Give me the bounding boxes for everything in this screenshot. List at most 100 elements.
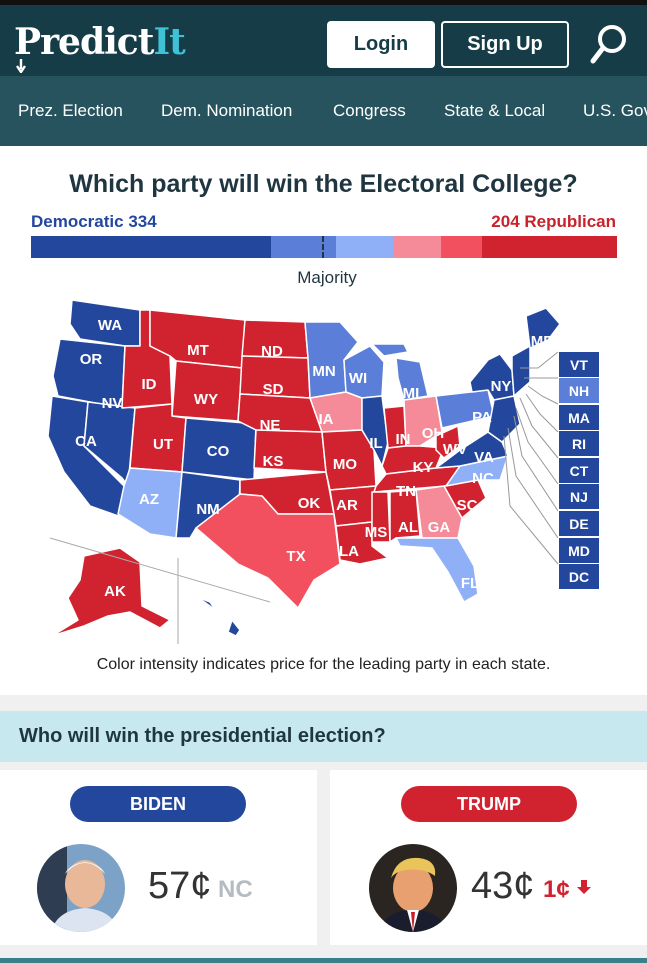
logo-arrow-icon bbox=[16, 59, 26, 73]
label-ky: KY bbox=[413, 459, 434, 476]
bar-segment-rep-tilt bbox=[394, 236, 441, 258]
majority-label: Majority bbox=[297, 268, 357, 287]
biden-button[interactable]: BIDEN bbox=[70, 786, 246, 822]
state-oh bbox=[403, 395, 443, 447]
label-ne: NE bbox=[260, 417, 281, 434]
box-label-de: DE bbox=[569, 516, 588, 532]
state-wv bbox=[435, 425, 461, 459]
box-ri bbox=[559, 431, 599, 456]
box-ma bbox=[559, 405, 599, 430]
label-mn: MN bbox=[312, 363, 335, 380]
biden-portrait-icon bbox=[37, 844, 125, 932]
box-ct bbox=[559, 458, 599, 483]
label-il: IL bbox=[369, 435, 382, 452]
label-ga: GA bbox=[428, 519, 451, 536]
label-id: ID bbox=[142, 376, 157, 393]
logo-accent-text: It bbox=[153, 21, 185, 63]
search-icon[interactable] bbox=[589, 23, 629, 65]
label-ms: MS bbox=[365, 524, 388, 541]
label-in: IN bbox=[396, 431, 411, 448]
state-tx bbox=[195, 493, 341, 609]
market-question-bar: Who will win the presidential election? bbox=[0, 711, 647, 762]
label-mt: MT bbox=[187, 342, 209, 359]
bar-segment-dem-strong bbox=[31, 236, 271, 258]
label-al: AL bbox=[398, 519, 418, 536]
label-mi: MI bbox=[403, 385, 420, 402]
label-wa: WA bbox=[98, 317, 122, 334]
nav-item-congress[interactable]: Congress bbox=[333, 101, 406, 120]
electoral-college-card: Which party will win the Electoral Colle… bbox=[0, 146, 647, 695]
box-nh bbox=[559, 378, 599, 403]
market-question[interactable]: Who will win the presidential election? bbox=[19, 725, 386, 747]
bar-segment-dem-tilt bbox=[336, 236, 394, 258]
label-ny: NY bbox=[491, 378, 512, 395]
trump-price: 43¢ bbox=[471, 865, 535, 907]
label-fl: FL bbox=[461, 575, 479, 592]
candidate-card-trump[interactable]: TRUMP 43¢ 1¢ bbox=[330, 770, 647, 945]
login-button[interactable]: Login bbox=[327, 21, 435, 68]
box-label-ct: CT bbox=[570, 463, 589, 479]
trump-portrait-icon bbox=[369, 844, 457, 932]
nav-item-prez-election[interactable]: Prez. Election bbox=[18, 101, 123, 120]
category-nav: Prez. Election Dem. Nomination Congress … bbox=[0, 76, 647, 146]
label-ar: AR bbox=[336, 497, 358, 514]
nav-item-state-local[interactable]: State & Local bbox=[444, 101, 546, 120]
democratic-total: Democratic 334 bbox=[31, 212, 157, 231]
bottom-rule bbox=[0, 958, 647, 963]
label-tx: TX bbox=[286, 548, 305, 565]
state-hi bbox=[199, 597, 241, 637]
predictit-logo[interactable]: PredictIt bbox=[14, 19, 186, 73]
electoral-bar bbox=[31, 236, 617, 258]
trump-button[interactable]: TRUMP bbox=[401, 786, 577, 822]
box-md bbox=[559, 538, 599, 563]
state-mid-atlantic bbox=[487, 395, 521, 443]
label-wv: WV bbox=[443, 441, 467, 458]
biden-avatar bbox=[37, 844, 125, 932]
logo-text: PredictIt bbox=[14, 19, 186, 65]
label-wy: WY bbox=[194, 391, 218, 408]
trump-avatar bbox=[369, 844, 457, 932]
state-nc bbox=[445, 455, 509, 487]
label-pa: PA bbox=[472, 409, 492, 426]
biden-change: NC bbox=[218, 876, 253, 903]
site-header: PredictIt Login Sign Up bbox=[0, 5, 647, 76]
box-label-dc: DC bbox=[569, 569, 589, 585]
label-nd: ND bbox=[261, 343, 283, 360]
map-note: Color intensity indicates price for the … bbox=[96, 656, 551, 673]
box-de bbox=[559, 511, 599, 536]
state-me bbox=[525, 307, 561, 349]
bar-segment-rep-strong bbox=[482, 236, 617, 258]
label-co: CO bbox=[207, 443, 230, 460]
label-wi: WI bbox=[349, 370, 367, 387]
label-az: AZ bbox=[139, 491, 159, 508]
label-ca: CA bbox=[75, 433, 97, 450]
label-me: ME bbox=[531, 333, 554, 350]
logo-main-text: Predict bbox=[14, 21, 154, 63]
biden-price: 57¢ bbox=[148, 865, 212, 907]
state-ne-corner bbox=[511, 345, 531, 397]
label-ks: KS bbox=[263, 453, 284, 470]
label-ut: UT bbox=[153, 436, 173, 453]
label-sc: SC bbox=[457, 497, 478, 514]
label-tn: TN bbox=[396, 483, 416, 500]
box-label-vt: VT bbox=[570, 357, 588, 373]
box-nj bbox=[559, 484, 599, 509]
us-electoral-map: WA OR CA NV ID MT WY UT AZ CO NM ND SD N… bbox=[47, 299, 599, 644]
box-dc bbox=[559, 564, 599, 589]
nav-item-us-gov[interactable]: U.S. Gov bbox=[583, 101, 647, 120]
candidate-card-biden[interactable]: BIDEN 57¢ NC bbox=[0, 770, 317, 945]
arrow-down-icon bbox=[577, 880, 592, 894]
box-label-nh: NH bbox=[569, 383, 589, 399]
nav-item-dem-nomination[interactable]: Dem. Nomination bbox=[161, 101, 293, 120]
signup-button[interactable]: Sign Up bbox=[441, 21, 569, 68]
label-nc: NC bbox=[472, 470, 494, 487]
label-nm: NM bbox=[196, 501, 219, 518]
label-oh: OH bbox=[422, 425, 445, 442]
label-nv: NV bbox=[102, 395, 123, 412]
label-ak: AK bbox=[104, 583, 126, 600]
trump-change: 1¢ bbox=[543, 876, 592, 904]
label-ok: OK bbox=[298, 495, 321, 512]
republican-total: 204 Republican bbox=[491, 212, 616, 231]
label-or: OR bbox=[80, 351, 103, 368]
label-ia: IA bbox=[319, 411, 334, 428]
